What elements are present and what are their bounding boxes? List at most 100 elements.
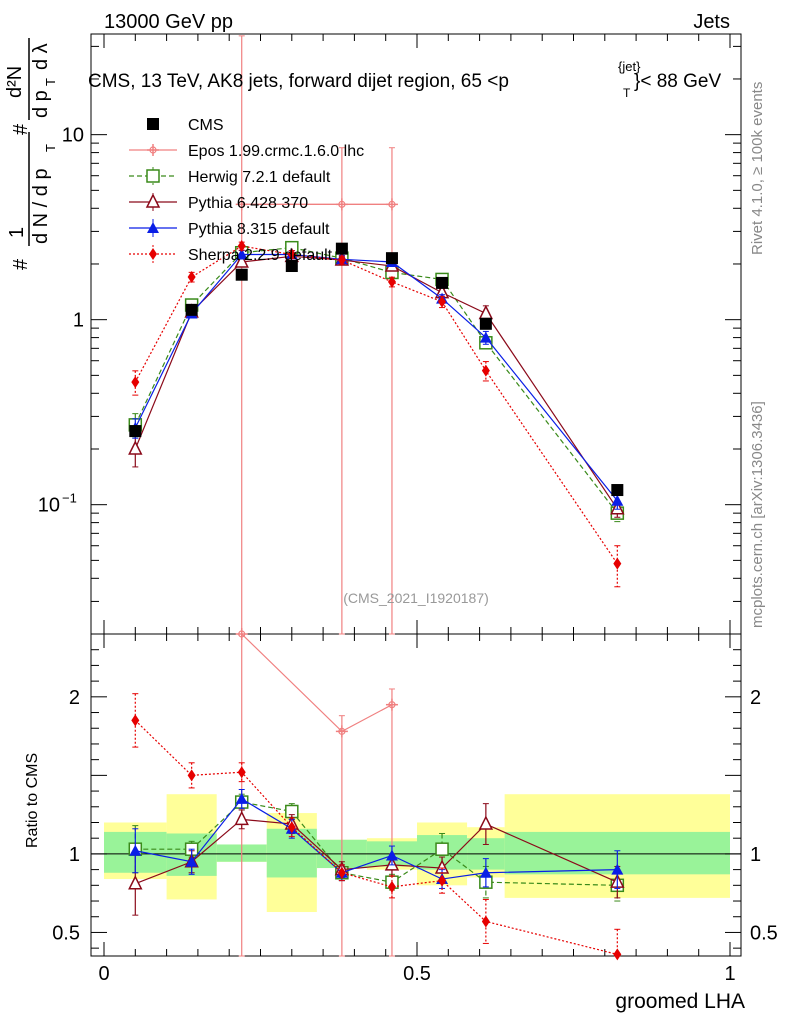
legend-label: Epos 1.99.crmc.1.6.0 lhc bbox=[188, 143, 364, 160]
y-tick-label-main: 1 bbox=[73, 310, 84, 332]
series-4-ratio-marker bbox=[387, 880, 396, 893]
x-tick-label: 0.5 bbox=[403, 963, 431, 985]
series-3-line bbox=[134, 253, 618, 502]
ylabel-d2N: d²N bbox=[4, 66, 26, 98]
cms-point bbox=[436, 276, 449, 289]
series-0-marker bbox=[238, 200, 246, 208]
legend-marker bbox=[146, 169, 160, 183]
legend-label: Pythia 6.428 370 bbox=[188, 195, 308, 212]
series-4-ratio-line bbox=[134, 719, 618, 956]
ylabel-dl: d λ bbox=[30, 43, 52, 70]
series-0-marker bbox=[388, 200, 396, 208]
series-2-ratio-marker bbox=[478, 815, 494, 830]
cms-point bbox=[235, 268, 248, 281]
series-1-ratio-marker bbox=[435, 842, 449, 856]
cms-point bbox=[385, 252, 398, 265]
series-4-ratio-marker bbox=[438, 874, 447, 887]
title-main: CMS, 13 TeV, AK8 jets, forward dijet reg… bbox=[88, 71, 509, 92]
legend-label: CMS bbox=[188, 117, 224, 134]
series-3-marker bbox=[479, 331, 492, 343]
y-tick-exponent: −1 bbox=[62, 491, 77, 506]
plot-title: CMS, 13 TeV, AK8 jets, forward dijet reg… bbox=[88, 59, 721, 100]
series-3-ratio-marker bbox=[385, 849, 398, 861]
title-sup: {jet} bbox=[618, 59, 641, 74]
series-1-ratio-line bbox=[135, 801, 618, 886]
y-tick-label-ratio-right: 0.5 bbox=[750, 922, 778, 944]
y-tick-label-ratio: 0.5 bbox=[52, 922, 80, 944]
ylabel-T1: T bbox=[43, 144, 58, 152]
legend-label: Pythia 8.315 default bbox=[188, 221, 330, 238]
series-4-marker bbox=[337, 254, 346, 267]
series-4-ratio-marker bbox=[287, 821, 296, 834]
series-4-ratio-marker bbox=[613, 948, 622, 961]
series-0-ratio-marker bbox=[338, 727, 346, 735]
series-3-ratio-marker bbox=[611, 863, 624, 875]
series-2-marker bbox=[478, 304, 494, 320]
series-4-marker bbox=[287, 248, 296, 261]
y-tick-label-main: 10 bbox=[38, 495, 60, 517]
series-3-ratio-marker bbox=[479, 866, 492, 878]
y-tick-label-ratio-right: 1 bbox=[750, 844, 761, 866]
series-0-ratio-marker bbox=[238, 630, 246, 638]
series-4-marker bbox=[438, 295, 447, 308]
series-4-ratio-marker bbox=[237, 766, 246, 779]
legend-marker bbox=[147, 118, 159, 130]
title-end: }< 88 GeV bbox=[634, 71, 721, 92]
series-3-ratio-marker bbox=[129, 844, 142, 856]
series-4-marker bbox=[613, 557, 622, 570]
series-4-marker bbox=[237, 240, 246, 253]
ylabel-T2: T bbox=[43, 78, 58, 86]
legend: CMS Epos 1.99.crmc.1.6.0 lhc Herwig 7.2.1 … bbox=[129, 117, 364, 264]
x-tick-label: 0 bbox=[98, 963, 109, 985]
series-3-marker bbox=[235, 248, 248, 260]
ylabel-hash3: # bbox=[0, 113, 2, 125]
legend-marker bbox=[145, 193, 161, 208]
title-sub: T bbox=[623, 86, 631, 100]
legend-marker bbox=[147, 222, 159, 233]
rivet-version-label: Rivet 4.1.0, ≥ 100k events bbox=[749, 82, 766, 255]
ratio-frame bbox=[90, 633, 742, 957]
series-2-marker bbox=[234, 253, 249, 268]
ylabel-hash1: # bbox=[10, 258, 32, 270]
legend-marker bbox=[149, 146, 157, 154]
series-4-ratio-marker bbox=[131, 714, 140, 727]
legend-label: Herwig 7.2.1 default bbox=[188, 169, 331, 186]
series-0-ratio-marker bbox=[388, 701, 396, 709]
series-3-ratio-marker bbox=[185, 855, 198, 867]
series-2-marker bbox=[128, 440, 143, 455]
series-4-ratio-marker bbox=[187, 769, 196, 782]
series-4-ratio-marker bbox=[481, 915, 490, 928]
series-4-ratio-marker bbox=[337, 866, 346, 879]
y-axis-label-ratio: Ratio to CMS bbox=[24, 753, 41, 848]
series-3-ratio-marker bbox=[235, 792, 248, 804]
cms-point bbox=[479, 317, 492, 330]
series-3-marker bbox=[611, 494, 624, 506]
y-axis-label-main: # 1 d N / d p T # d²N d p T d λ # bbox=[0, 38, 58, 270]
header-energy-label: 13000 GeV pp bbox=[104, 11, 233, 33]
series-1-line bbox=[134, 247, 618, 514]
series-4-marker bbox=[187, 271, 196, 284]
series-2-ratio-marker bbox=[128, 875, 143, 890]
series-2-ratio-marker bbox=[234, 810, 249, 826]
analysis-watermark: (CMS_2021_I1920187) bbox=[343, 590, 489, 606]
y-tick-label-ratio: 2 bbox=[69, 687, 80, 709]
cms-point bbox=[185, 303, 198, 316]
legend-marker bbox=[149, 248, 157, 260]
series-0-ratio-line bbox=[241, 633, 393, 733]
x-axis-label: groomed LHA bbox=[615, 990, 745, 1013]
ylabel-hash2: # bbox=[10, 123, 32, 135]
ylabel-dN: d N / d p bbox=[30, 168, 52, 244]
cms-data-points bbox=[129, 242, 624, 497]
mcplots-label: mcplots.cern.ch [arXiv:1306.3436] bbox=[749, 401, 766, 628]
y-tick-label-ratio-right: 2 bbox=[750, 687, 761, 709]
x-tick-label: 1 bbox=[724, 963, 735, 985]
series-4-marker bbox=[131, 376, 140, 389]
ratio-series bbox=[128, 628, 625, 961]
y-tick-label-ratio: 1 bbox=[69, 844, 80, 866]
legend-label: Sherpa 2.2.9 default bbox=[188, 247, 333, 264]
cms-point bbox=[129, 425, 142, 438]
series-4-marker bbox=[387, 275, 396, 288]
ylabel-one: 1 bbox=[6, 227, 28, 238]
header-category-label: Jets bbox=[693, 11, 730, 33]
